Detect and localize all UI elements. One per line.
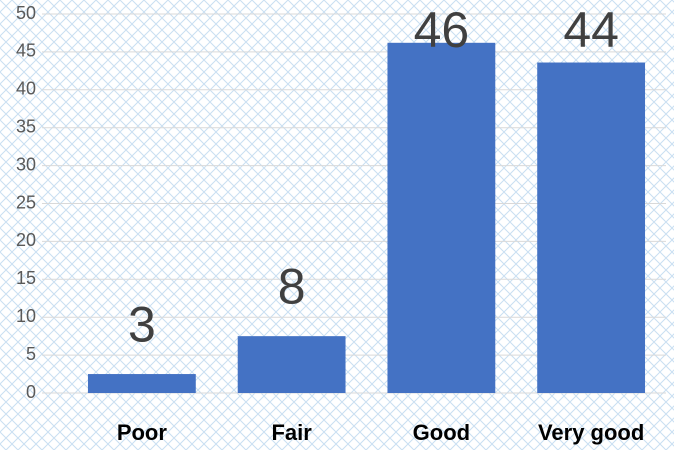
y-tick-label: 10 <box>16 306 36 326</box>
y-tick-label: 30 <box>16 154 36 174</box>
data-label: 46 <box>414 2 470 58</box>
data-label: 3 <box>128 296 156 352</box>
data-label: 8 <box>278 258 306 314</box>
y-tick-label: 35 <box>16 116 36 136</box>
y-tick-label: 40 <box>16 79 36 99</box>
bar <box>537 62 646 394</box>
x-tick-label: Very good <box>538 420 644 445</box>
y-tick-label: 0 <box>26 382 36 402</box>
y-tick-label: 5 <box>26 344 36 364</box>
bar <box>237 336 346 393</box>
y-tick-label: 45 <box>16 41 36 61</box>
bar <box>387 42 496 393</box>
y-tick-label: 50 <box>16 3 36 23</box>
data-label: 44 <box>563 2 619 58</box>
x-tick-label: Poor <box>117 420 168 445</box>
y-tick-label: 25 <box>16 192 36 212</box>
bar <box>87 374 196 393</box>
y-tick-label: 20 <box>16 230 36 250</box>
x-tick-label: Good <box>413 420 470 445</box>
y-tick-label: 15 <box>16 268 36 288</box>
x-tick-label: Fair <box>271 420 312 445</box>
